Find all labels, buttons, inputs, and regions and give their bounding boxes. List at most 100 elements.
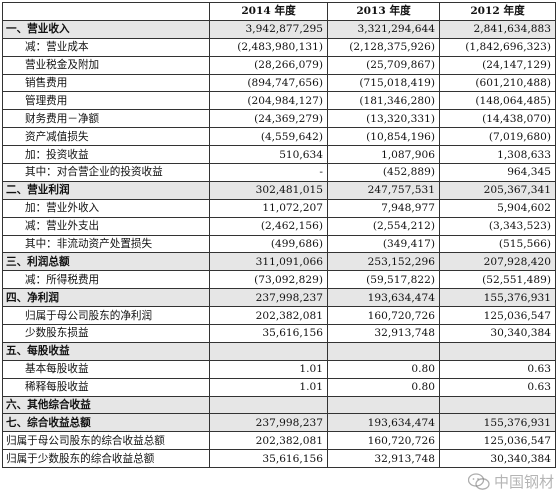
table-row: 管理费用 (204,984,127) (181,346,280) (148,064,4… <box>2 91 556 111</box>
table-row: 资产减值损失 (4,559,642) (10,854,196) (7,019,680) <box>2 127 556 147</box>
value-2012: (1,842,696,323) <box>439 37 556 57</box>
table-row: 减：所得税费用 (73,092,829) (59,517,822) (52,551,4… <box>2 270 556 290</box>
value-2013: 0.80 <box>327 377 440 397</box>
wechat-icon <box>467 472 490 490</box>
value-2013: 1,087,906 <box>327 145 440 165</box>
table-row: 营业税金及附加 (28,266,079) (25,709,867) (24,147,1… <box>2 55 556 75</box>
value-2014: (204,984,127) <box>209 91 328 111</box>
table-row: 一、营业收入 3,942,877,295 3,321,294,644 2,841,63… <box>2 19 556 39</box>
value-2014: 3,942,877,295 <box>209 19 328 39</box>
value-2012: 0.63 <box>439 377 556 397</box>
row-label: 五、每股收益 <box>2 341 210 361</box>
value-2012: 125,036,547 <box>439 306 556 326</box>
table-row: 财务费用－净额 (24,369,279) (13,320,331) (14,438,0… <box>2 109 556 129</box>
row-label: 稀释每股收益 <box>2 377 210 397</box>
value-2014: 35,616,156 <box>209 449 328 469</box>
value-2012: (148,064,485) <box>439 91 556 111</box>
value-2014: 510,634 <box>209 145 328 165</box>
header-row: 2014 年度 2013 年度 2012 年度 <box>2 2 556 21</box>
value-2013: (715,018,419) <box>327 73 440 93</box>
watermark-text: 中国钢材 <box>493 473 554 491</box>
table-row: 基本每股收益 1.01 0.80 0.63 <box>2 359 556 379</box>
value-2014: 311,091,066 <box>209 252 328 272</box>
value-2012: 155,376,931 <box>439 413 556 433</box>
row-label: 基本每股收益 <box>2 359 210 379</box>
value-2013: (349,417) <box>327 234 440 254</box>
row-label: 减：营业外支出 <box>2 216 210 236</box>
value-2013: 193,634,474 <box>327 413 440 433</box>
value-2013: 193,634,474 <box>327 288 440 308</box>
income-statement-table: 2014 年度 2013 年度 2012 年度 一、营业收入 3,942,877,… <box>2 2 556 469</box>
value-2013: (25,709,867) <box>327 55 440 75</box>
value-2014: (499,686) <box>209 234 328 254</box>
row-label: 四、净利润 <box>2 288 210 308</box>
table-row: 其中：对合营企业的投资收益 - (452,889) 964,345 <box>2 163 556 182</box>
row-label: 归属于母公司股东的综合收益总额 <box>2 431 210 451</box>
row-label: 归属于少数股东的综合收益总额 <box>2 449 210 469</box>
value-2013: (2,128,375,926) <box>327 37 440 57</box>
row-label: 加：营业外收入 <box>2 198 210 218</box>
value-2013: 253,152,296 <box>327 252 440 272</box>
table-row: 加：投资收益 510,634 1,087,906 1,308,633 <box>2 145 556 165</box>
value-2012: (515,566) <box>439 234 556 254</box>
value-2013: 160,720,726 <box>327 431 440 451</box>
value-2014: 302,481,015 <box>209 180 328 200</box>
value-2013 <box>327 341 440 361</box>
value-2014: (73,092,829) <box>209 270 328 290</box>
value-2012: 964,345 <box>439 163 556 182</box>
value-2012 <box>439 341 556 361</box>
value-2014: 202,382,081 <box>209 431 328 451</box>
table-row: 归属于母公司股东的净利润 202,382,081 160,720,726 125,03… <box>2 306 556 326</box>
row-label: 其中：对合营企业的投资收益 <box>2 163 210 182</box>
header-2012: 2012 年度 <box>439 2 556 21</box>
table-row: 三、利润总额 311,091,066 253,152,296 207,928,420 <box>2 252 556 272</box>
value-2014: 1.01 <box>209 359 328 379</box>
row-label: 加：投资收益 <box>2 145 210 165</box>
value-2014: 11,072,207 <box>209 198 328 218</box>
row-label: 资产减值损失 <box>2 127 210 147</box>
table-row: 少数股东损益 35,616,156 32,913,748 30,340,384 <box>2 324 556 343</box>
value-2013: 0.80 <box>327 359 440 379</box>
row-label: 减：所得税费用 <box>2 270 210 290</box>
value-2013 <box>327 395 440 415</box>
value-2012: 205,367,341 <box>439 180 556 200</box>
row-label: 财务费用－净额 <box>2 109 210 129</box>
table-row: 稀释每股收益 1.01 0.80 0.63 <box>2 377 556 397</box>
value-2012: (3,343,523) <box>439 216 556 236</box>
row-label: 销售费用 <box>2 73 210 93</box>
value-2012 <box>439 395 556 415</box>
value-2013: (2,554,212) <box>327 216 440 236</box>
value-2014: 35,616,156 <box>209 324 328 343</box>
row-label: 三、利润总额 <box>2 252 210 272</box>
table-row: 其中：非流动资产处置损失 (499,686) (349,417) (515,566) <box>2 234 556 254</box>
value-2014: 237,998,237 <box>209 288 328 308</box>
value-2014: (28,266,079) <box>209 55 328 75</box>
value-2014 <box>209 341 328 361</box>
value-2012: 0.63 <box>439 359 556 379</box>
header-2014: 2014 年度 <box>209 2 328 21</box>
table-row: 减：营业外支出 (2,462,156) (2,554,212) (3,343,523) <box>2 216 556 236</box>
table-row: 六、其他综合收益 <box>2 395 556 415</box>
value-2014: (24,369,279) <box>209 109 328 129</box>
value-2014: (4,559,642) <box>209 127 328 147</box>
table-row: 减：营业成本 (2,483,980,131) (2,128,375,926) (1,8… <box>2 37 556 57</box>
row-label: 一、营业收入 <box>2 19 210 39</box>
row-label: 六、其他综合收益 <box>2 395 210 415</box>
value-2013: 247,757,531 <box>327 180 440 200</box>
value-2012: 2,841,634,883 <box>439 19 556 39</box>
value-2012: 125,036,547 <box>439 431 556 451</box>
row-label: 少数股东损益 <box>2 324 210 343</box>
table-row: 七、综合收益总额 237,998,237 193,634,474 155,376,93… <box>2 413 556 433</box>
table-row: 加：营业外收入 11,072,207 7,948,977 5,904,602 <box>2 198 556 218</box>
row-label: 七、综合收益总额 <box>2 413 210 433</box>
value-2013: 32,913,748 <box>327 324 440 343</box>
value-2012: (601,210,488) <box>439 73 556 93</box>
table-row: 归属于少数股东的综合收益总额 35,616,156 32,913,748 30,340… <box>2 449 556 469</box>
row-label: 营业税金及附加 <box>2 55 210 75</box>
value-2012: (7,019,680) <box>439 127 556 147</box>
value-2013: (59,517,822) <box>327 270 440 290</box>
value-2014: 1.01 <box>209 377 328 397</box>
value-2014: (2,483,980,131) <box>209 37 328 57</box>
value-2012: 30,340,384 <box>439 449 556 469</box>
table-row: 归属于母公司股东的综合收益总额 202,382,081 160,720,726 125… <box>2 431 556 451</box>
